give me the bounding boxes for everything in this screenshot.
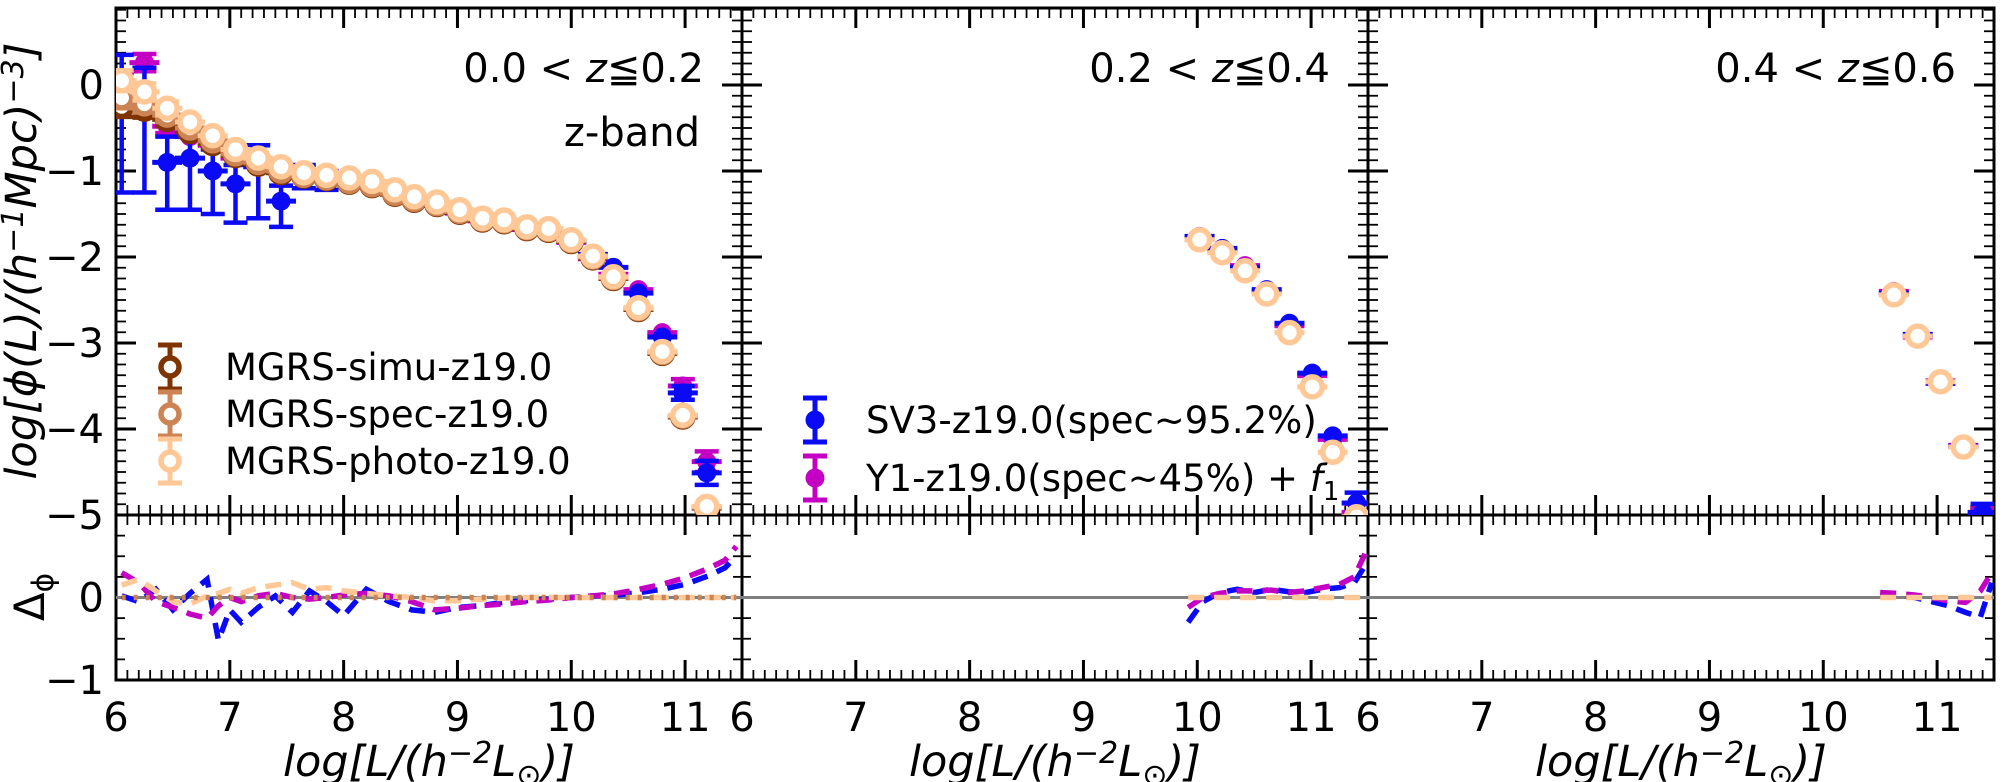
x-tick-label: 7 (217, 695, 242, 741)
legend-survey: SV3-z19.0(spec~95.2%) Y1-z19.0(spec~45%) … (803, 395, 1339, 507)
series-photo (116, 67, 722, 515)
panel-1-data (1184, 226, 1368, 515)
legend-label: MGRS-photo-z19.0 (225, 440, 571, 483)
y-tick-label: 0 (79, 576, 104, 622)
x-tick-label: 9 (1697, 695, 1722, 741)
panel-2-axes: 6 7 8 9 10 11 log[L/(h−2L⊙)] (1355, 6, 1996, 782)
panel-0-data (116, 51, 722, 515)
x-tick-label: 6 (1355, 695, 1380, 741)
residual-axis-title-group: Δϕ (5, 573, 60, 621)
panel-2-residuals (1368, 571, 1994, 621)
redshift-range-label: 0.4 < z≦0.6 (1715, 46, 1956, 92)
band-label: z-band (564, 110, 700, 156)
residual-axis-label: Δϕ (5, 573, 60, 621)
redshift-range-label: 0.2 < z≦0.4 (1089, 46, 1330, 92)
residual-line-magenta (1186, 550, 1368, 610)
x-tick-label: 6 (729, 695, 754, 741)
x-tick-label: 7 (843, 695, 868, 741)
panel-2-data (1878, 281, 1994, 515)
x-tick-label: 10 (1172, 695, 1223, 741)
x-axis-label: log[L/(h−2L⊙)] (1535, 736, 1827, 782)
legend-label: Y1-z19.0(spec~45%) + f1 (865, 457, 1339, 507)
residual-line-photo (120, 576, 737, 607)
panel-1-axes: 6 7 8 9 10 11 log[L/(h−2L⊙)] (729, 6, 1370, 782)
x-tick-label: 8 (1583, 695, 1608, 741)
panel-0-residuals (116, 544, 742, 651)
series-photo (1878, 282, 1979, 460)
redshift-range-label: 0.0 < z≦0.2 (463, 46, 704, 92)
x-tick-label: 6 (103, 695, 128, 741)
y-axis-labels: 0 −1 −2 −3 −4 −5 0 −1 (45, 63, 104, 704)
x-tick-label: 11 (660, 695, 711, 741)
y-axis-label: log[ϕ(L)/(h−1Mpc)−3] (0, 42, 47, 479)
x-tick-label: 8 (331, 695, 356, 741)
y-tick-label: −1 (45, 658, 104, 704)
legend-label: MGRS-spec-z19.0 (225, 393, 549, 436)
legend-mgrs: MGRS-simu-z19.0MGRS-spec-z19.0MGRS-photo… (158, 342, 571, 486)
y-tick-label: −5 (45, 493, 104, 539)
x-tick-label: 11 (1286, 695, 1337, 741)
x-tick-label: 9 (445, 695, 470, 741)
x-tick-label: 10 (1798, 695, 1849, 741)
x-tick-label: 10 (546, 695, 597, 741)
y-tick-label: −3 (45, 321, 104, 367)
y-axis-title-group: log[ϕ(L)/(h−1Mpc)−3] (0, 42, 47, 479)
x-tick-label: 8 (957, 695, 982, 741)
x-tick-label: 11 (1912, 695, 1963, 741)
x-tick-label: 9 (1071, 695, 1096, 741)
legend-label: SV3-z19.0(spec~95.2%) (866, 399, 1317, 442)
x-axis-label: log[L/(h−2L⊙)] (909, 736, 1201, 782)
series-photo (1184, 227, 1368, 515)
y-tick-label: −1 (45, 149, 104, 195)
residual-line-blue (120, 554, 739, 651)
x-tick-label: 7 (1469, 695, 1494, 741)
panel-1-residuals (742, 550, 1368, 624)
x-axis-label: log[L/(h−2L⊙)] (283, 736, 575, 782)
legend-label: MGRS-simu-z19.0 (225, 346, 552, 389)
y-tick-label: 0 (79, 63, 104, 109)
residual-line-blue (1879, 581, 1994, 621)
y-tick-label: −2 (45, 235, 104, 281)
y-tick-label: −4 (45, 407, 104, 453)
